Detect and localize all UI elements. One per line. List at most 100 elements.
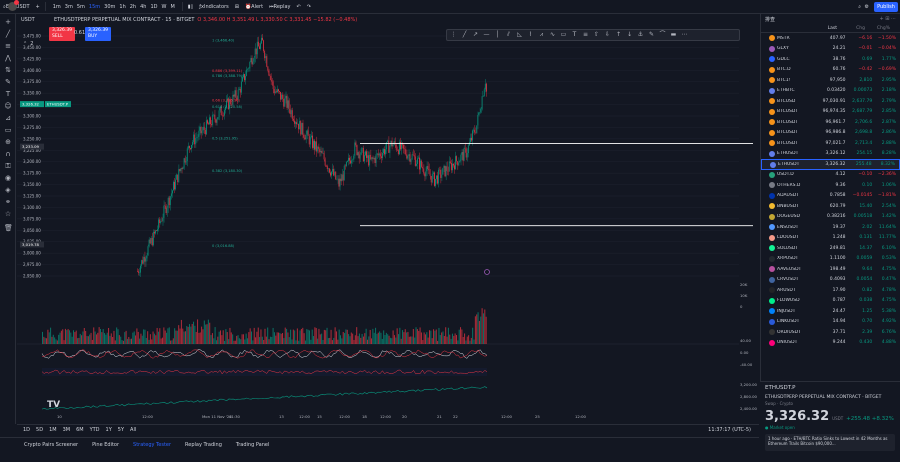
timeframe-1m[interactable]: 1m: [52, 3, 61, 10]
replay-button[interactable]: ⏮ Replay: [269, 3, 291, 10]
fib-icon[interactable]: ≡: [5, 42, 11, 50]
text-tool-icon[interactable]: T: [572, 31, 577, 38]
timeframe-30m[interactable]: 30m: [104, 3, 116, 10]
watchlist-row[interactable]: ARUSDT 17.90 0.82 4.78%: [761, 285, 900, 296]
rectangle-icon[interactable]: ▭: [560, 31, 567, 38]
range-3m[interactable]: 3M: [62, 426, 71, 433]
watchlist-row[interactable]: GLXY 24.21 −0.01 −0.04%: [761, 44, 900, 55]
horizontal-line-icon[interactable]: —: [483, 31, 490, 38]
timeframe-3m[interactable]: 3m: [64, 3, 73, 10]
publish-button[interactable]: Publish: [874, 2, 898, 12]
timeframe-1h[interactable]: 1h: [119, 3, 126, 10]
indicators-button[interactable]: ƒx Indicators: [199, 3, 229, 10]
chart-type-button[interactable]: ▮▯: [187, 3, 194, 10]
avatar[interactable]: [8, 0, 19, 11]
anchored-icon[interactable]: ⚓: [637, 31, 644, 38]
watchlist-row[interactable]: USDT.D 4.12 −0.10 −2.36%: [761, 170, 900, 181]
trendline-tool-icon[interactable]: ╱: [462, 31, 467, 38]
search-icon[interactable]: ⌕: [858, 3, 861, 10]
star-icon[interactable]: ☆: [4, 210, 12, 218]
range-1y[interactable]: 1Y: [105, 426, 112, 433]
vertical-line-icon[interactable]: │: [495, 31, 500, 38]
settings-icon[interactable]: ⚙: [864, 3, 869, 10]
crosshair-icon[interactable]: +: [5, 18, 11, 26]
watchlist-row[interactable]: ORDIUSDT 37.71 2.39 6.76%: [761, 327, 900, 338]
arrow-up-icon[interactable]: ↑: [615, 31, 622, 38]
watchlist-row[interactable]: GDLC 38.76 0.69 1.77%: [761, 54, 900, 65]
watchlist-title[interactable]: 排查: [765, 16, 776, 23]
watchlist-row[interactable]: XRPUSDT 1.1100 0.0059 0.53%: [761, 254, 900, 265]
trendline-icon[interactable]: ╱: [5, 30, 11, 38]
redo-button[interactable]: ↷: [306, 3, 311, 10]
zigzag-icon[interactable]: ⩘: [539, 31, 544, 38]
prediction-icon[interactable]: ⇅: [5, 66, 11, 74]
bottom-tab-pine-editor[interactable]: Pine Editor: [92, 442, 120, 448]
curve-icon[interactable]: ⌒: [659, 31, 666, 38]
buy-button[interactable]: 3,326.39 BUY: [85, 27, 112, 41]
range-1m[interactable]: 1M: [49, 426, 57, 433]
watchlist-row[interactable]: BTC1! 97,950 2,810 2.95%: [761, 75, 900, 86]
pattern-icon[interactable]: ⋀: [5, 54, 11, 62]
undo-button[interactable]: ↶: [296, 3, 301, 10]
watchlist-row[interactable]: BTCUSDT 96,974.35 2,687.79 2.85%: [761, 107, 900, 118]
watchlist-row[interactable]: SOLUSDT 249.81 14.37 6.10%: [761, 243, 900, 254]
range-1d[interactable]: 1D: [23, 426, 31, 433]
chart-area[interactable]: 3,475.00 3,450.00 3,425.00 3,400.00 3,375.00…: [17, 14, 759, 424]
bottom-tab-strategy-tester[interactable]: Strategy Tester: [133, 442, 172, 448]
range-all[interactable]: All: [130, 426, 137, 433]
timeframe-4h[interactable]: 4h: [140, 3, 147, 10]
watchlist-row[interactable]: BTC.D 60.76 −0.42 −0.69%: [761, 65, 900, 76]
add-symbol-button[interactable]: +: [35, 3, 40, 10]
zoom-icon[interactable]: ⊕: [5, 138, 11, 146]
watchlist-row[interactable]: LINKUSDT 14.94 0.70 4.92%: [761, 317, 900, 328]
long-position-icon[interactable]: ⇧: [593, 31, 600, 38]
watchlist-row[interactable]: DOGEUSD 0.38216 0.00518 1.42%: [761, 212, 900, 223]
layouts-button[interactable]: ⊞: [234, 3, 239, 10]
more-icon[interactable]: ⋯: [681, 31, 688, 38]
watchlist-row[interactable]: UNIUSDT 9.244 0.430 4.88%: [761, 338, 900, 349]
watchlist-row[interactable]: ENSUSDT 19.37 2.02 11.64%: [761, 222, 900, 233]
watchlist-row[interactable]: LDOUSDT 1.248 0.131 11.77%: [761, 233, 900, 244]
brush-icon[interactable]: ✎: [5, 78, 11, 86]
link-icon[interactable]: ⚭: [5, 198, 11, 206]
watchlist-row[interactable]: ETHUSDT 3,326.12 254.15 8.28%: [761, 149, 900, 160]
watchlist-row[interactable]: BTCUSD 97,030.91 2,637.79 2.79%: [761, 96, 900, 107]
short-position-icon[interactable]: ⇩: [604, 31, 611, 38]
watchlist-add-icon[interactable]: + ⊞ ⋯: [879, 16, 896, 22]
timeframe-1D[interactable]: 1D: [150, 3, 158, 10]
timeframe-15m[interactable]: 15m: [88, 3, 101, 10]
magnet-icon[interactable]: ∩: [5, 150, 11, 158]
ray-tool-icon[interactable]: ↗: [472, 31, 479, 38]
watchlist-row[interactable]: AAVEUSDT 198.49 9.64 4.75%: [761, 264, 900, 275]
layers-icon[interactable]: ◈: [5, 186, 11, 194]
range-5d[interactable]: 5D: [36, 426, 44, 433]
range-ytd[interactable]: YTD: [89, 426, 100, 433]
watchlist-row[interactable]: ADAUSDT 0.7858 −0.0145 −1.81%: [761, 191, 900, 202]
utc-clock[interactable]: 11:37:17 (UTC-5): [708, 426, 751, 433]
detail-symbol[interactable]: ETHUSDT.P: [765, 385, 796, 391]
polyline-icon[interactable]: ∿: [549, 31, 556, 38]
parallel-channel-icon[interactable]: ⫽: [507, 31, 510, 38]
watchlist-row[interactable]: OTHERS.D 9.36 0.10 1.06%: [761, 180, 900, 191]
bottom-tab-replay-trading[interactable]: Replay Trading: [185, 442, 222, 448]
watchlist-row[interactable]: BTCUSDT 97,021.7 2,713.4 2.88%: [761, 138, 900, 149]
drag-handle-icon[interactable]: ⋮: [450, 31, 457, 38]
ruler-icon[interactable]: ▭: [4, 126, 12, 134]
watchlist-row[interactable]: BTCUSDT 96,961.7 2,706.6 2.87%: [761, 117, 900, 128]
fib-tool-icon[interactable]: ≡: [582, 31, 589, 38]
bottom-tab-trading-panel[interactable]: Trading Panel: [235, 442, 270, 448]
range-5y[interactable]: 5Y: [117, 426, 125, 433]
emoji-icon[interactable]: ☺: [4, 102, 12, 110]
path-icon[interactable]: ⌇: [529, 31, 532, 38]
news-item[interactable]: 1 hour ago · ETH/BTC Ratio Sinks to Lowe…: [765, 434, 895, 451]
triangle-icon[interactable]: ◺: [517, 31, 522, 38]
arrow-down-icon[interactable]: ↓: [626, 31, 633, 38]
watchlist-row[interactable]: ETHBTC 0.03420 0.00073 2.18%: [761, 86, 900, 97]
highlighter-icon[interactable]: ▬: [670, 31, 677, 38]
lock-icon[interactable]: ⚿: [5, 162, 11, 170]
timeframe-5m[interactable]: 5m: [76, 3, 85, 10]
bottom-tab-crypto-pairs-screener[interactable]: Crypto Pairs Screener: [24, 442, 79, 448]
symbol-search[interactable]: ⌕ ETHUSDT: [0, 0, 33, 14]
range-6m[interactable]: 6M: [76, 426, 84, 433]
timeframe-2h[interactable]: 2h: [129, 3, 137, 10]
